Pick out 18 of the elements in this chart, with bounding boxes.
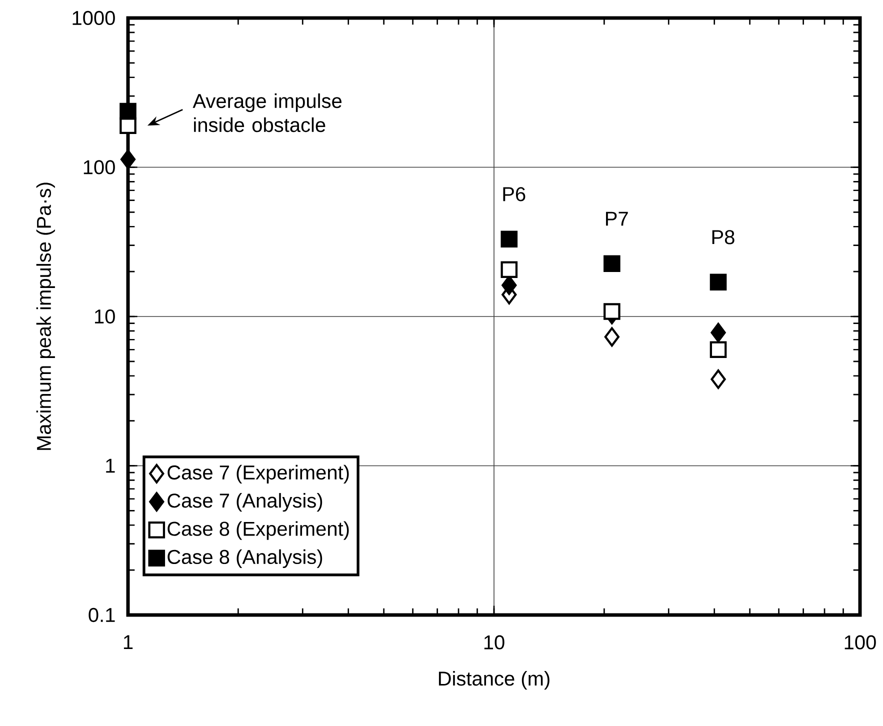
x-axis-title: Distance (m) xyxy=(438,671,550,690)
annotation: P8 xyxy=(712,230,734,244)
legend-label: Case 8 (Experiment) xyxy=(168,521,349,540)
legend-label: Case 7 (Analysis) xyxy=(168,493,322,512)
annotation: P7 xyxy=(606,212,628,226)
y-tick-label: 100 xyxy=(84,160,115,174)
legend-label: Case 8 (Analysis) xyxy=(168,549,322,568)
x-tick-label: 100 xyxy=(844,635,876,650)
annotation: Average impulse inside obstacle xyxy=(192,93,342,132)
y-axis-title: Maximum peak impulse (Pa·s) xyxy=(36,182,55,450)
annotation: P6 xyxy=(503,187,526,202)
legend-label: Case 7 (Experiment) xyxy=(168,464,349,484)
y-tick-label: 10 xyxy=(95,309,115,324)
x-tick-label: 1 xyxy=(124,635,133,650)
y-tick-label: 1 xyxy=(106,458,115,473)
y-tick-label: 1000 xyxy=(72,10,115,26)
y-tick-label: 0.1 xyxy=(88,608,115,622)
x-tick-label: 10 xyxy=(484,635,504,650)
